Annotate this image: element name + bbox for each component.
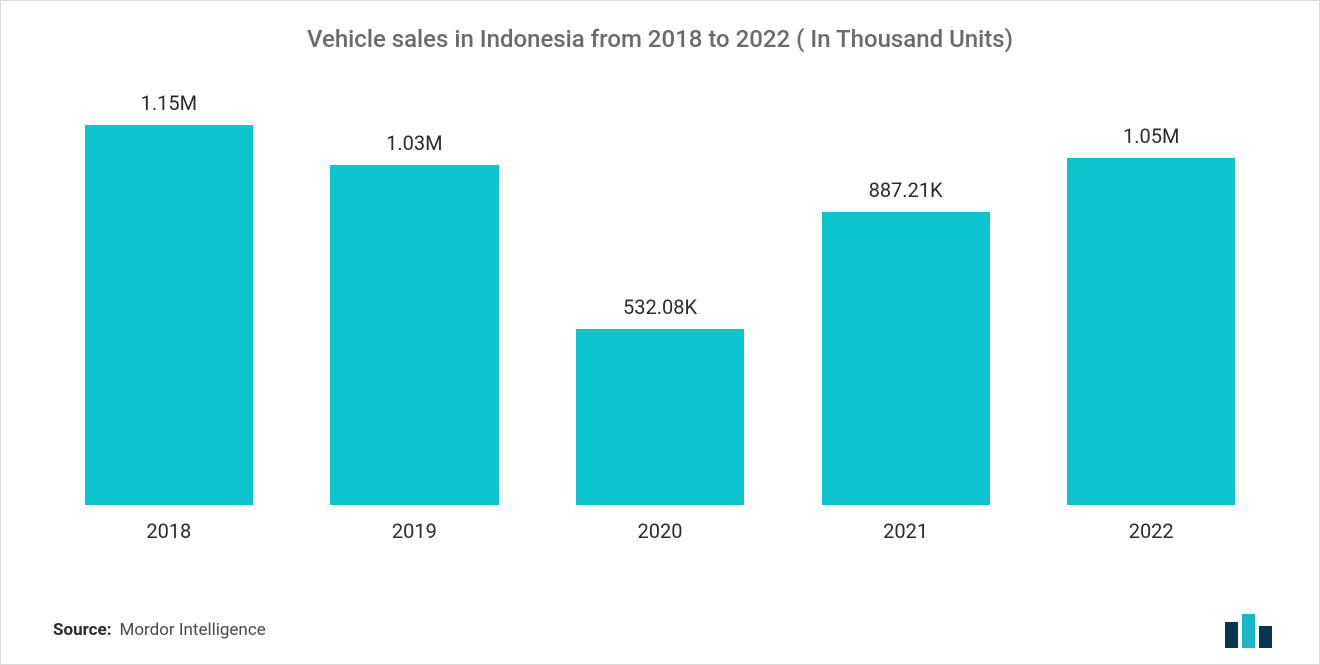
mordor-logo-icon [1219, 610, 1283, 648]
bar-group: 532.08K 2020 [552, 63, 768, 543]
bar-value-label: 1.03M [386, 131, 442, 155]
source-label: Source: [53, 620, 111, 640]
bar-value-label: 1.05M [1123, 124, 1179, 148]
bar-value-label: 532.08K [623, 295, 697, 319]
source-value: Mordor Intelligence [119, 620, 265, 640]
bar-group: 1.15M 2018 [61, 63, 277, 543]
bar-group: 887.21K 2021 [798, 63, 1014, 543]
bar-category-label: 2022 [1129, 519, 1174, 543]
bar-rect [1067, 158, 1235, 505]
chart-plot-area: 1.15M 2018 1.03M 2019 532.08K 2020 887.2… [41, 63, 1279, 543]
bar-group: 1.03M 2019 [307, 63, 523, 543]
bar-category-label: 2019 [392, 519, 437, 543]
bar-rect [822, 212, 990, 505]
bar-group: 1.05M 2022 [1043, 63, 1259, 543]
chart-title: Vehicle sales in Indonesia from 2018 to … [41, 25, 1279, 53]
bar-category-label: 2021 [883, 519, 928, 543]
bar-rect [85, 125, 253, 505]
bar-value-label: 887.21K [869, 178, 943, 202]
source-footer: Source: Mordor Intelligence [53, 620, 266, 640]
bar-rect [576, 329, 744, 505]
bar-rect [330, 165, 498, 505]
bar-value-label: 1.15M [141, 91, 197, 115]
bar-category-label: 2018 [146, 519, 191, 543]
bar-category-label: 2020 [638, 519, 683, 543]
